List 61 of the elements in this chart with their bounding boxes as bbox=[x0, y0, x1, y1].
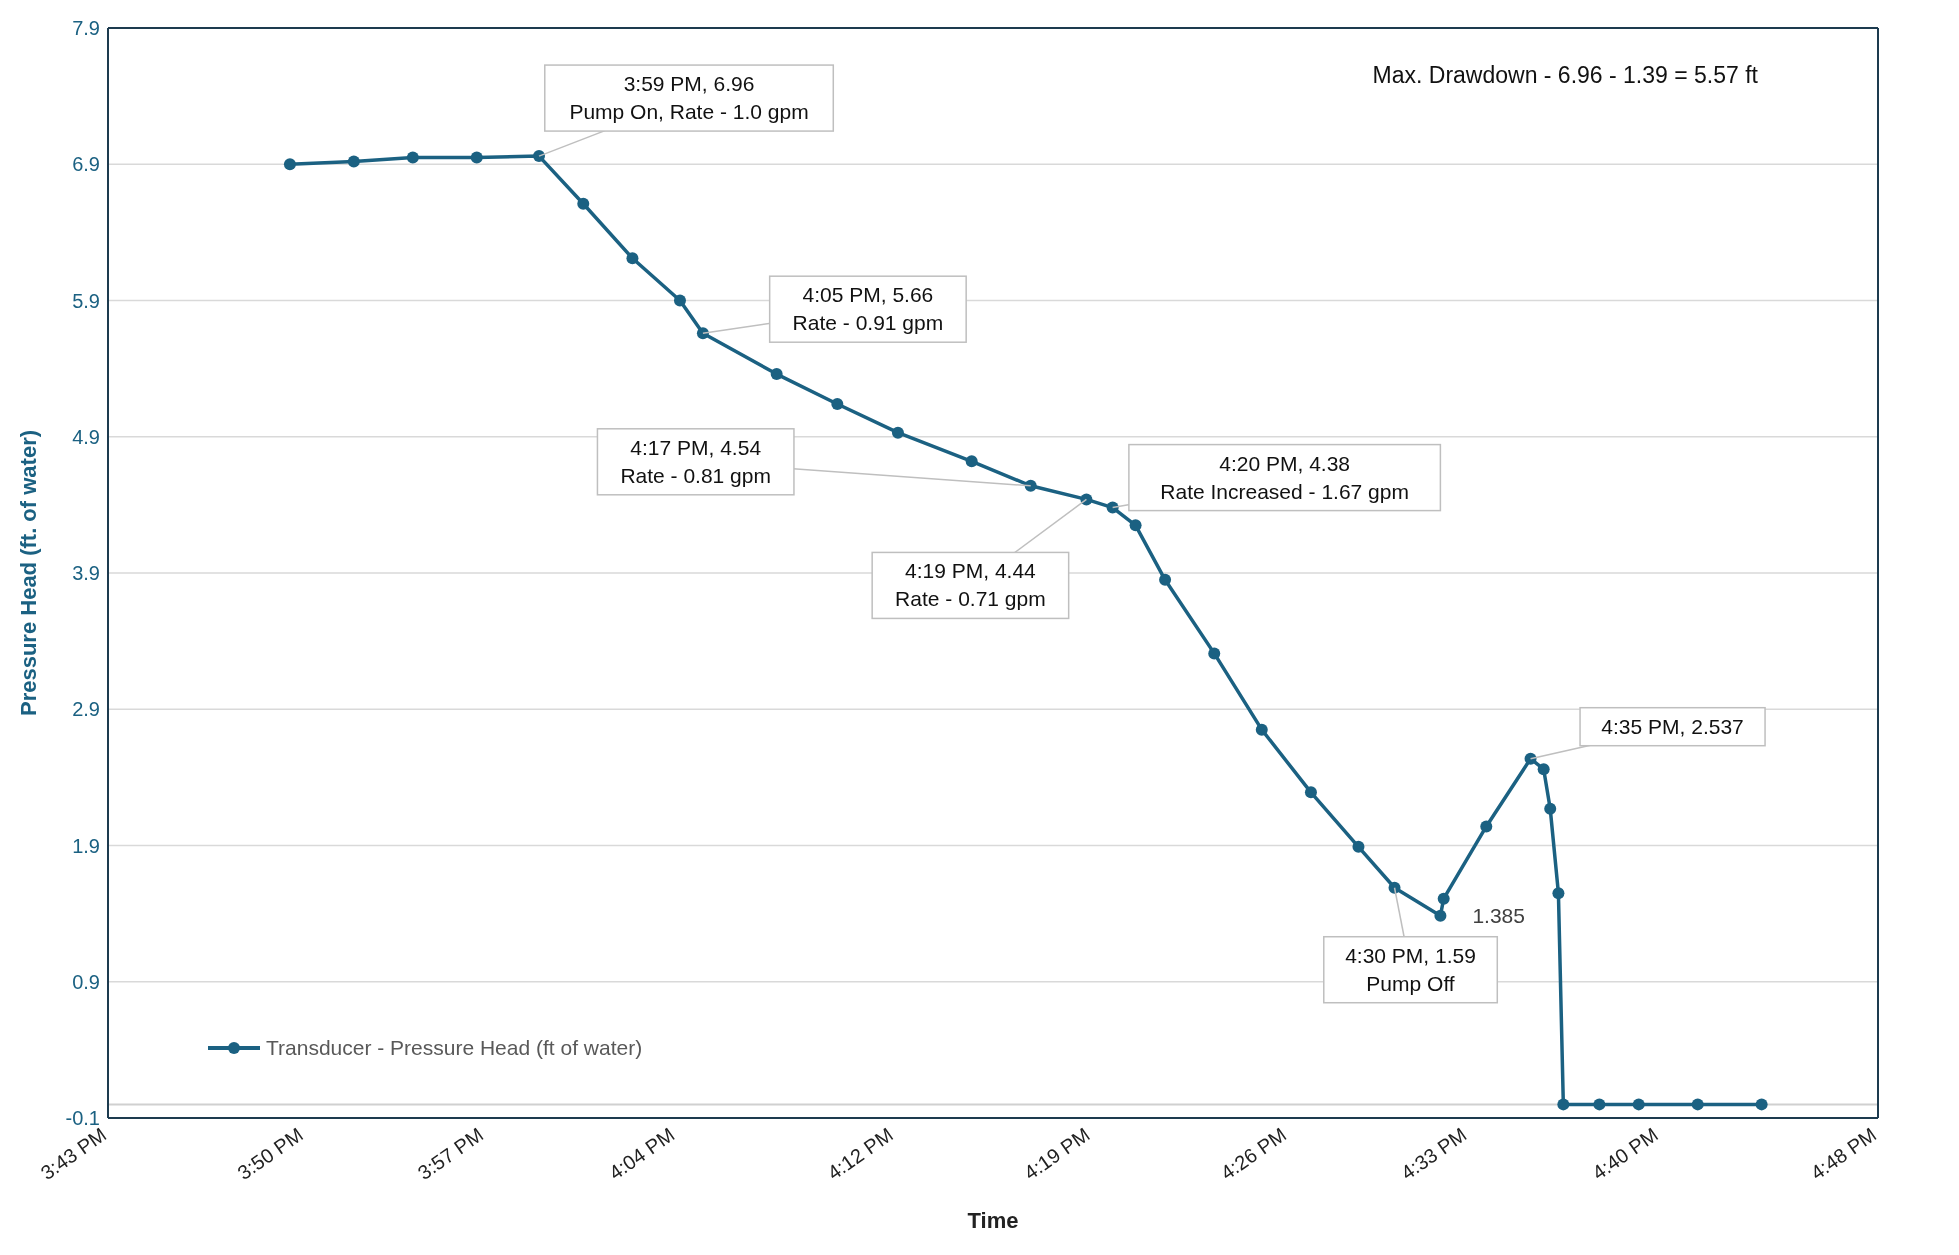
x-tick-label: 3:50 PM bbox=[233, 1123, 307, 1184]
point bbox=[406, 151, 419, 164]
point bbox=[1159, 573, 1172, 586]
point bbox=[1106, 501, 1119, 514]
x-tick-label: 4:40 PM bbox=[1588, 1123, 1662, 1184]
point bbox=[831, 398, 844, 411]
y-tick-label: 0.9 bbox=[72, 970, 100, 993]
point bbox=[1352, 840, 1365, 853]
y-tick-label: 4.9 bbox=[72, 425, 100, 448]
point bbox=[1593, 1098, 1606, 1111]
annotation: 4:17 PM, 4.54 Rate - 0.81 gpm bbox=[620, 435, 771, 487]
point bbox=[1544, 802, 1557, 815]
point bbox=[577, 197, 590, 210]
point bbox=[470, 151, 483, 164]
annotation: 3:59 PM, 6.96 Pump On, Rate - 1.0 gpm bbox=[569, 72, 809, 124]
x-tick-label: 4:04 PM bbox=[604, 1123, 679, 1184]
point bbox=[673, 294, 686, 307]
x-axis-title: Time bbox=[967, 1208, 1019, 1233]
annotation: Max. Drawdown - 6.96 - 1.39 = 5.57 ft bbox=[1372, 62, 1759, 88]
y-tick-label: 6.9 bbox=[72, 153, 100, 176]
point bbox=[347, 155, 360, 168]
y-tick-label: 2.9 bbox=[72, 698, 100, 721]
point bbox=[1208, 647, 1221, 660]
annotation: 4:30 PM, 1.59 Pump Off bbox=[1345, 943, 1476, 995]
point bbox=[1129, 519, 1142, 532]
point bbox=[1480, 820, 1493, 833]
point bbox=[626, 252, 639, 265]
legend-label: Transducer - Pressure Head (ft of water) bbox=[266, 1036, 643, 1059]
y-axis-title: Pressure Head (ft. of water) bbox=[15, 429, 41, 717]
x-tick-label: 3:57 PM bbox=[413, 1123, 488, 1184]
x-tick-label: 4:48 PM bbox=[1806, 1123, 1881, 1184]
annotation: 1.385 bbox=[1472, 903, 1525, 927]
point bbox=[1434, 909, 1447, 922]
point bbox=[1024, 479, 1037, 492]
point bbox=[1255, 723, 1268, 736]
y-tick-label: 3.9 bbox=[72, 562, 100, 585]
y-tick-label: 7.9 bbox=[72, 17, 100, 40]
point bbox=[965, 455, 978, 468]
point bbox=[891, 426, 904, 439]
point bbox=[1437, 892, 1450, 905]
annotation: 4:35 PM, 2.537 bbox=[1601, 714, 1744, 738]
point bbox=[1632, 1098, 1645, 1111]
point bbox=[1304, 786, 1317, 799]
annotation: 4:05 PM, 5.66 Rate - 0.91 gpm bbox=[792, 283, 944, 335]
point bbox=[283, 158, 296, 171]
point bbox=[1552, 887, 1565, 900]
point bbox=[770, 368, 783, 381]
y-tick-label: 5.9 bbox=[72, 289, 100, 312]
point bbox=[1691, 1098, 1704, 1111]
x-tick-label: 4:26 PM bbox=[1216, 1123, 1291, 1184]
point bbox=[533, 150, 546, 163]
x-tick-label: 4:33 PM bbox=[1396, 1123, 1471, 1184]
point bbox=[1537, 763, 1550, 776]
point bbox=[1755, 1098, 1768, 1111]
point bbox=[1557, 1098, 1570, 1111]
annotation: 4:20 PM, 4.38 Rate Increased - 1.67 gpm bbox=[1160, 451, 1409, 503]
x-tick-label: 4:19 PM bbox=[1019, 1123, 1094, 1184]
x-tick-label: 4:12 PM bbox=[823, 1123, 897, 1184]
annotation: 4:19 PM, 4.44 Rate - 0.71 gpm bbox=[895, 559, 1046, 611]
point bbox=[696, 327, 709, 340]
y-tick-label: 1.9 bbox=[72, 834, 100, 857]
